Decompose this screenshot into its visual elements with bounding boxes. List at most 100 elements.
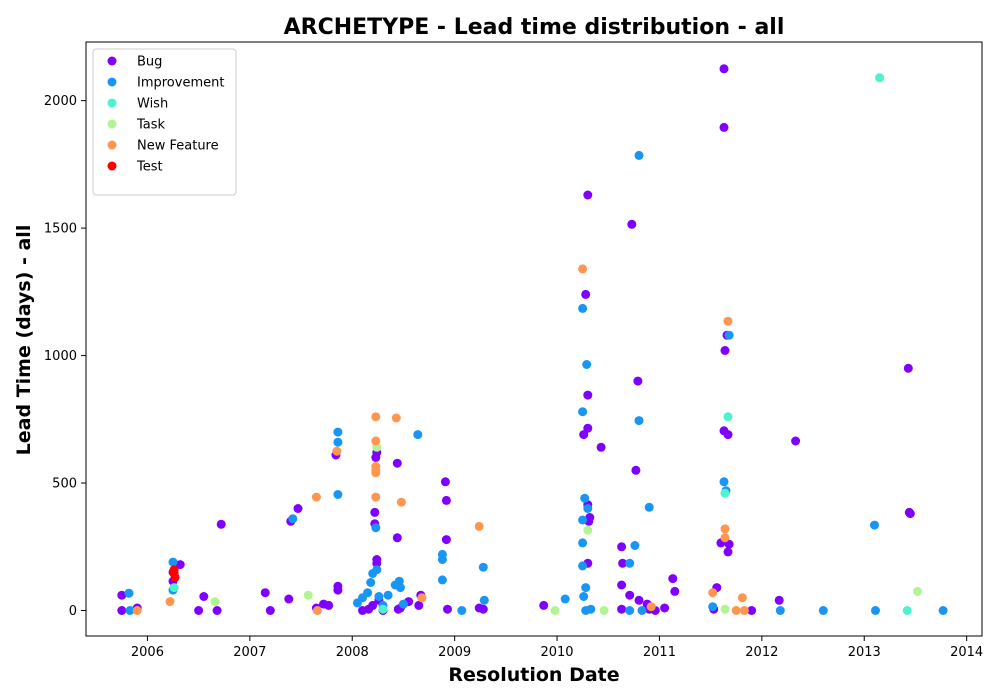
new-feature-point bbox=[311, 492, 321, 502]
improvement-point bbox=[372, 565, 382, 575]
bug-point bbox=[618, 558, 628, 568]
new-feature-point bbox=[720, 533, 730, 543]
y-axis-ticks: 0 500 1000 1500 2000 bbox=[44, 94, 86, 619]
legend-marker-task bbox=[107, 119, 117, 129]
improvement-point bbox=[775, 606, 785, 615]
improvement-point bbox=[413, 430, 423, 440]
bug-point bbox=[719, 122, 729, 132]
x-tick-label: 2014 bbox=[950, 645, 983, 660]
improvement-point bbox=[124, 588, 134, 598]
wish-point bbox=[378, 604, 388, 614]
x-tick-label: 2006 bbox=[131, 645, 164, 660]
improvement-point bbox=[457, 606, 467, 615]
bug-point bbox=[617, 604, 627, 614]
chart-title: ARCHETYPE - Lead time distribution - all bbox=[284, 15, 785, 40]
new-feature-point bbox=[474, 521, 484, 531]
bug-point bbox=[583, 190, 593, 200]
x-tick-label: 2012 bbox=[745, 645, 778, 660]
improvement-point bbox=[333, 490, 343, 499]
bug-point bbox=[903, 363, 913, 373]
improvement-point bbox=[938, 606, 948, 615]
improvement-point bbox=[333, 427, 343, 437]
legend-marker-wish bbox=[107, 98, 117, 108]
bug-point bbox=[660, 603, 670, 613]
legend-box bbox=[92, 48, 237, 196]
new-feature-point bbox=[391, 413, 401, 423]
improvement-point bbox=[582, 360, 592, 369]
improvement-point bbox=[398, 599, 408, 609]
wish-point bbox=[875, 73, 885, 83]
wish-point bbox=[720, 488, 730, 498]
wish-point bbox=[902, 606, 912, 615]
bug-point bbox=[212, 606, 222, 615]
bug-point bbox=[627, 219, 637, 229]
bug-point bbox=[441, 495, 451, 505]
x-tick-label: 2010 bbox=[540, 645, 573, 660]
improvement-point bbox=[625, 606, 635, 615]
improvement-point bbox=[479, 595, 489, 605]
bug-point bbox=[333, 585, 343, 595]
legend-label-wish: Wish bbox=[137, 97, 168, 112]
improvement-point bbox=[578, 303, 588, 313]
improvement-point bbox=[818, 606, 828, 615]
bug-point bbox=[905, 509, 915, 519]
x-tick-label: 2007 bbox=[233, 645, 266, 660]
bug-point bbox=[478, 604, 488, 614]
bug-point bbox=[194, 606, 204, 615]
task-point bbox=[303, 590, 313, 600]
new-feature-point bbox=[723, 316, 733, 326]
improvement-point bbox=[583, 504, 593, 513]
bug-point bbox=[747, 606, 757, 615]
bug-point bbox=[392, 458, 402, 468]
task-point bbox=[583, 525, 593, 535]
bug-point bbox=[585, 513, 595, 522]
x-axis-ticks: 2006 2007 2008 2009 2010 2011 2012 2013 2014 bbox=[131, 636, 983, 660]
bug-point bbox=[216, 519, 226, 529]
y-tick-label: 1500 bbox=[44, 222, 77, 237]
bug-point bbox=[668, 574, 678, 584]
improvement-point bbox=[578, 538, 588, 548]
bug-point bbox=[579, 430, 589, 440]
legend: Bug Improvement Wish Task New Feature Test bbox=[92, 48, 237, 196]
bug-point bbox=[625, 590, 635, 600]
bug-point bbox=[583, 423, 593, 433]
new-feature-point bbox=[312, 606, 322, 615]
bug-point bbox=[175, 560, 185, 570]
improvement-point bbox=[578, 561, 588, 571]
improvement-point bbox=[363, 588, 373, 598]
bug-point bbox=[724, 539, 734, 549]
improvement-point bbox=[644, 502, 654, 512]
y-tick-label: 0 bbox=[69, 604, 77, 619]
new-feature-point bbox=[737, 593, 747, 603]
improvement-point bbox=[634, 150, 644, 160]
legend-marker-improvement bbox=[107, 77, 117, 87]
bug-point bbox=[199, 592, 209, 601]
bug-point bbox=[633, 376, 643, 386]
improvement-point bbox=[383, 590, 393, 600]
new-feature-point bbox=[132, 606, 142, 615]
bug-point bbox=[443, 604, 452, 614]
improvement-point bbox=[637, 606, 647, 615]
improvement-point bbox=[870, 520, 879, 530]
bug-point bbox=[117, 606, 127, 615]
improvement-point bbox=[634, 416, 644, 426]
task-point bbox=[913, 586, 922, 596]
new-feature-point bbox=[371, 436, 381, 446]
y-tick-label: 500 bbox=[52, 477, 77, 492]
new-feature-point bbox=[165, 597, 175, 607]
new-feature-point bbox=[417, 593, 427, 603]
data-points bbox=[117, 64, 948, 615]
legend-label-task: Task bbox=[136, 118, 166, 133]
new-feature-point bbox=[739, 606, 749, 615]
x-tick-label: 2009 bbox=[438, 645, 471, 660]
bug-point bbox=[791, 436, 801, 446]
bug-point bbox=[370, 507, 380, 517]
bug-point bbox=[634, 595, 644, 605]
bug-point bbox=[596, 442, 606, 452]
y-axis-label: Lead Time (days) - all bbox=[13, 225, 35, 456]
improvement-point bbox=[371, 523, 381, 533]
bug-point bbox=[293, 504, 303, 513]
improvement-point bbox=[437, 549, 447, 559]
improvement-point bbox=[579, 592, 589, 601]
